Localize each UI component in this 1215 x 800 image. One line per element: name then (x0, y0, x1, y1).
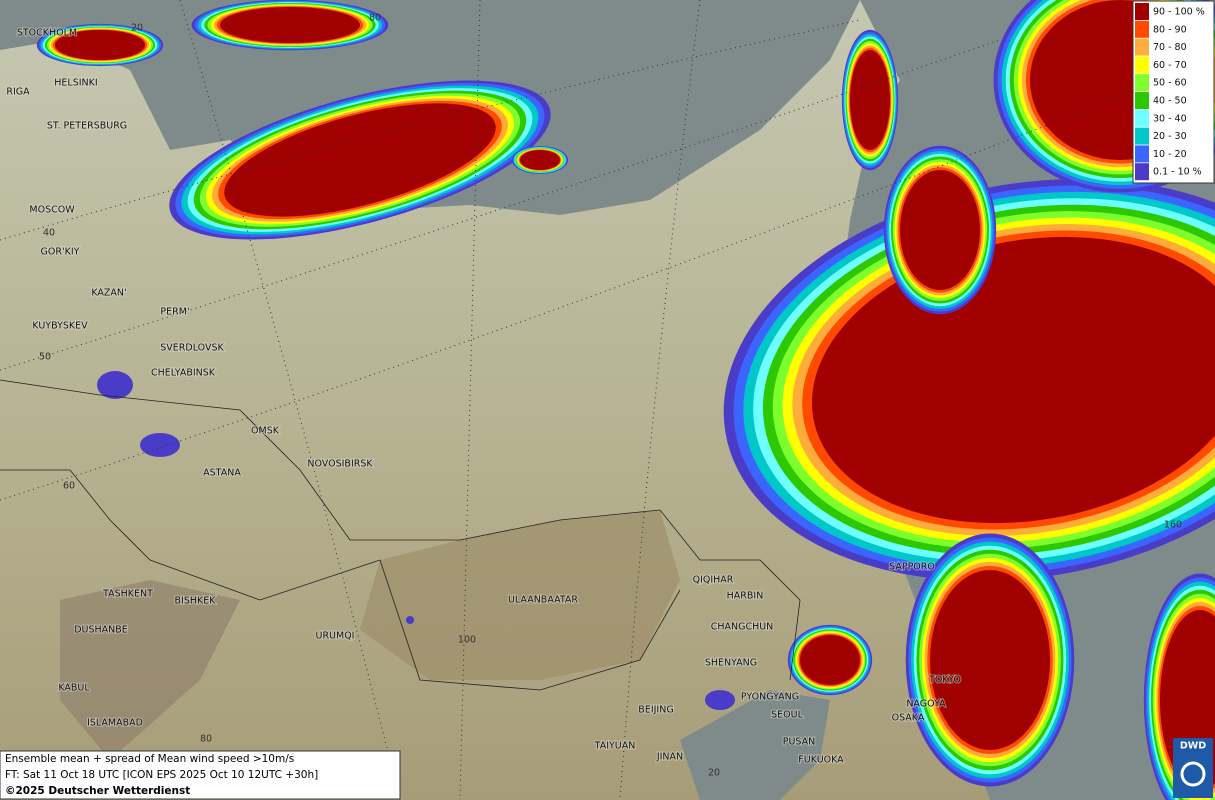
grid-label: 80 (200, 734, 212, 745)
legend-swatch (1135, 163, 1149, 180)
city-label: KAZAN' (91, 288, 126, 299)
city-label: PERM' (160, 307, 189, 318)
city-label: SVERDLOVSK (160, 343, 224, 354)
city-label: OMSK (251, 426, 280, 437)
legend-label: 40 - 50 (1153, 96, 1187, 107)
legend-swatch (1135, 145, 1149, 162)
city-label: ISLAMABAD (87, 718, 143, 729)
city-label: RIGA (6, 87, 30, 98)
city-label: PUSAN (783, 737, 816, 748)
city-label: PYONGYANG (741, 692, 799, 703)
city-label: NAGOYA (906, 699, 946, 710)
grid-label: 50 (39, 352, 51, 363)
grid-label: 20 (708, 768, 720, 779)
city-label: KUYBYSKEV (32, 321, 88, 332)
city-label: DUSHANBE (74, 625, 128, 636)
legend-label: 30 - 40 (1153, 113, 1187, 124)
legend-label: 60 - 70 (1153, 60, 1187, 71)
city-label: STOCKHOLM (17, 28, 77, 39)
city-label: SAPPORO (889, 562, 935, 573)
wind-area (406, 616, 414, 624)
city-label: ASTANA (203, 468, 241, 479)
city-label: BEIJING (638, 705, 673, 716)
legend-label: 20 - 30 (1153, 131, 1187, 142)
city-label: MOSCOW (29, 205, 75, 216)
legend-label: 80 - 90 (1153, 24, 1187, 35)
city-label: SHENYANG (705, 658, 757, 669)
wind-area (800, 635, 860, 685)
wind-area (930, 570, 1050, 750)
wind-area (850, 50, 890, 150)
legend-swatch (1135, 110, 1149, 127)
city-label: HARBIN (727, 591, 764, 602)
grid-label: 20 (131, 23, 143, 34)
grid-label: 60 (63, 481, 75, 492)
legend: 90 - 100 % 80 - 90 70 - 80 60 - 70 50 - 60 40… (1133, 1, 1214, 183)
grid-label: 100 (458, 635, 476, 646)
legend-swatch (1135, 21, 1149, 38)
legend-label: 50 - 60 (1153, 78, 1187, 89)
legend-swatch (1135, 56, 1149, 73)
wind-area (97, 371, 133, 399)
city-label: CHANGCHUN (711, 622, 774, 633)
city-label: QIQIHAR (693, 575, 734, 586)
city-label: ULAANBAATAR (508, 595, 578, 606)
wind-area (220, 7, 360, 43)
grid-label: 40 (43, 228, 55, 239)
caption-line: Ensemble mean + spread of Mean wind spee… (5, 753, 294, 765)
wind-area (520, 150, 560, 170)
legend-swatch (1135, 92, 1149, 109)
legend-swatch (1135, 128, 1149, 145)
city-label: BISHKEK (175, 596, 217, 607)
legend-swatch (1135, 74, 1149, 91)
city-label: TAIYUAN (594, 741, 636, 752)
city-label: JINAN (656, 752, 683, 763)
city-label: OSAKA (892, 713, 925, 724)
legend-label: 70 - 80 (1153, 42, 1187, 53)
city-label: SEOUL (771, 710, 803, 721)
wind-area (140, 433, 180, 457)
city-label: TOKYO (928, 675, 961, 686)
city-label: NOVOSIBIRSK (307, 459, 373, 470)
city-label: KABUL (58, 683, 90, 694)
city-label: HELSINKI (54, 78, 97, 89)
city-label: GOR'KIY (41, 247, 80, 258)
city-label: ST. PETERSBURG (47, 121, 127, 132)
legend-label: 0.1 - 10 % (1153, 167, 1202, 178)
logo-text: DWD (1180, 741, 1206, 752)
city-label: URUMQI (316, 631, 355, 642)
legend-swatch (1135, 39, 1149, 56)
caption-line: ©2025 Deutscher Wetterdienst (5, 785, 190, 797)
legend-swatch (1135, 3, 1149, 20)
city-label: TASHKENT (102, 589, 153, 600)
city-label: CHELYABINSK (151, 368, 216, 379)
city-label: FUKUOKA (798, 755, 844, 766)
legend-label: 10 - 20 (1153, 149, 1187, 160)
caption-line: FT: Sat 11 Oct 18 UTC [ICON EPS 2025 Oct… (5, 769, 318, 781)
wind-area (900, 170, 980, 290)
legend-label: 90 - 100 % (1153, 7, 1205, 18)
grid-label: 80 (369, 13, 381, 24)
wind-area (705, 690, 735, 710)
grid-label: 160 (1164, 520, 1182, 531)
